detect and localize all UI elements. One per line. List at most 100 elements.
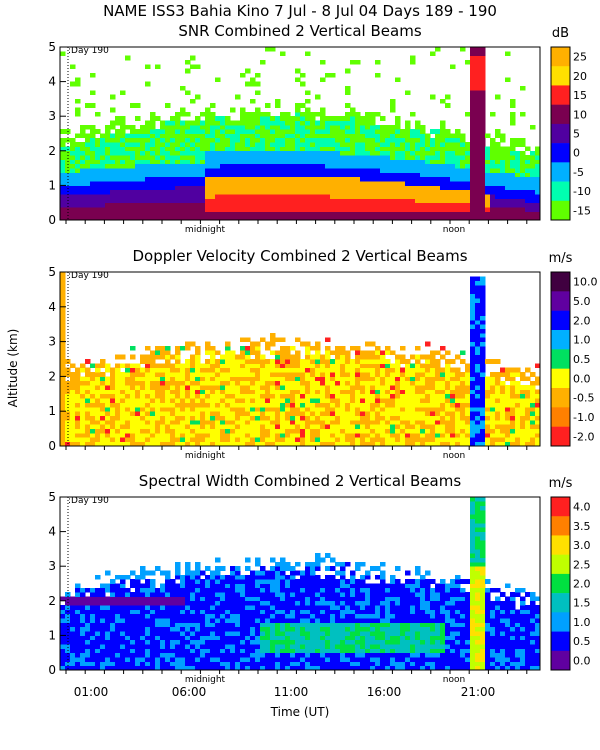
heatmap-cell [100,639,106,645]
heatmap-cell [390,415,396,421]
heatmap-cell [510,111,516,117]
heatmap-cell [305,393,311,399]
heatmap-cell [210,146,216,152]
heatmap-cell [125,194,131,199]
heatmap-cell [200,185,206,191]
heatmap-cell [135,215,141,221]
heatmap-cell [75,592,81,597]
heatmap-cell [65,194,71,199]
heatmap-cell [410,155,416,160]
heatmap-cell [340,389,346,395]
heatmap-cell [330,380,336,386]
heatmap-cell [265,185,271,191]
heatmap-cell [490,389,496,395]
heatmap-cell [355,367,361,373]
heatmap-cell [395,116,401,121]
heatmap-cell [265,103,271,108]
heatmap-cell [165,385,171,390]
heatmap-cell [80,648,86,654]
heatmap-cell [470,103,476,108]
heatmap-cell [315,176,321,182]
heatmap-cell [130,198,136,204]
heatmap-cell [290,367,296,373]
heatmap-cell [260,111,266,117]
heatmap-cell [60,398,66,403]
heatmap-cell [140,146,146,152]
heatmap-cell [365,389,371,395]
colorbar-swatch [551,426,570,447]
heatmap-cell [295,111,301,117]
heatmap-cell [535,428,541,434]
heatmap-cell [525,441,531,447]
heatmap-cell [150,432,156,438]
heatmap-cell [530,168,536,173]
heatmap-cell [495,393,501,399]
heatmap-cell [125,215,131,221]
heatmap-cell [415,363,421,369]
heatmap-cell [150,189,156,195]
heatmap-cell [175,181,181,186]
heatmap-cell [470,285,476,290]
heatmap-cell [310,133,316,139]
heatmap-cell [455,415,461,421]
heatmap-cell [280,198,286,204]
heatmap-cell [435,47,441,52]
heatmap-cell [180,85,186,91]
heatmap-cell [315,389,321,395]
heatmap-cell [390,411,396,416]
heatmap-cell [300,441,306,447]
heatmap-cell [220,393,226,399]
heatmap-cell [270,189,276,195]
heatmap-cell [315,376,321,382]
heatmap-cell [165,176,171,182]
heatmap-cell [490,419,496,425]
heatmap-cell [165,354,171,360]
heatmap-cell [60,631,66,636]
heatmap-cell [190,120,196,126]
heatmap-cell [335,389,341,395]
heatmap-cell [420,129,426,134]
heatmap-cell [375,402,381,408]
heatmap-cell [95,150,101,156]
heatmap-cell [375,393,381,399]
heatmap-cell [60,367,66,373]
heatmap-cell [280,406,286,412]
heatmap-cell [335,398,341,403]
heatmap-cell [150,411,156,416]
heatmap-cell [235,428,241,434]
heatmap-cell [360,376,366,382]
heatmap-cell [435,363,441,369]
heatmap-cell [130,657,136,662]
heatmap-cell [495,398,501,403]
heatmap-cell [190,380,196,386]
heatmap-cell [460,441,466,447]
heatmap-cell [320,176,326,182]
heatmap-cell [210,345,216,351]
heatmap-cell [85,155,91,160]
heatmap-cell [210,159,216,165]
heatmap-cell [300,376,306,382]
heatmap-cell [90,613,96,619]
heatmap-cell [385,441,391,447]
heatmap-cell [165,415,171,421]
heatmap-cell [90,432,96,438]
heatmap-cell [410,398,416,403]
heatmap-cell [115,372,121,377]
heatmap-cell [100,631,106,636]
heatmap-cell [515,432,521,438]
heatmap-cell [195,129,201,134]
heatmap-cell [60,280,66,286]
heatmap-cell [310,363,316,369]
heatmap-cell [415,207,421,212]
heatmap-cell [150,583,156,589]
heatmap-cell [310,398,316,403]
heatmap-cell [140,609,146,615]
heatmap-cell [345,419,351,425]
heatmap-cell [340,198,346,204]
heatmap-cell [80,609,86,615]
heatmap-cell [75,437,81,443]
heatmap-cell [415,124,421,130]
heatmap-cell [475,398,481,403]
heatmap-cell [430,194,436,199]
heatmap-cell [500,367,506,373]
